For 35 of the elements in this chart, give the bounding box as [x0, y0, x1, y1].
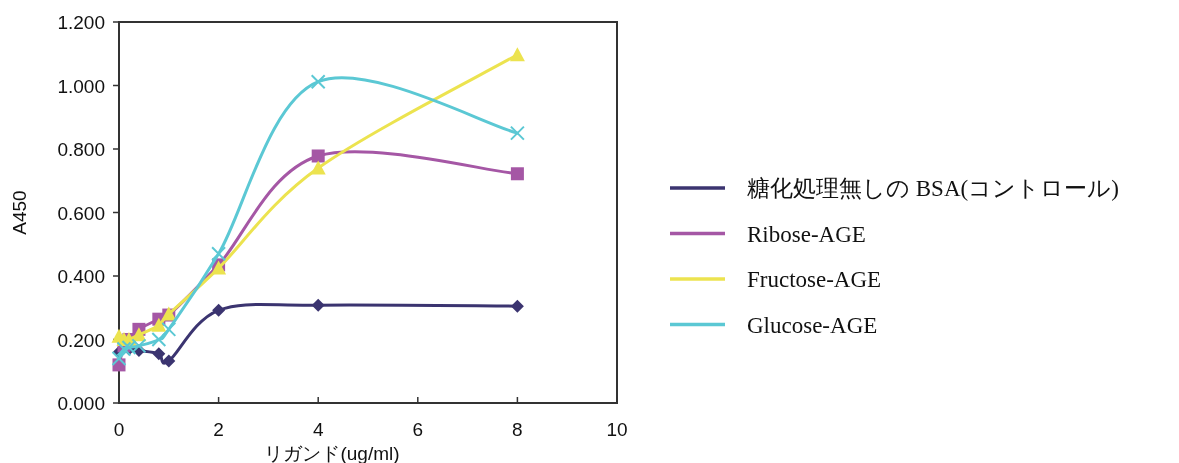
y-tick-label: 0.200: [57, 329, 105, 351]
point: [509, 47, 525, 62]
point: [310, 160, 326, 175]
point: [161, 321, 177, 337]
x-tick-label: 0: [113, 419, 125, 440]
x-tick-label: 4: [312, 419, 324, 440]
legend-label: Ribose-AGE: [747, 221, 866, 247]
y-tick-label: 0.400: [57, 266, 105, 287]
y-tick-label: 0.000: [57, 393, 105, 414]
y-tick-label: 0.600: [57, 202, 105, 224]
point: [211, 246, 227, 262]
point: [310, 74, 326, 90]
legend-label: 糖化処理無しの BSA(コントロール): [747, 176, 1119, 201]
x-tick-label: 10: [606, 419, 628, 440]
x-tick-label: 8: [512, 419, 523, 440]
y-tick-label: 0.800: [57, 139, 105, 160]
point: [311, 149, 325, 163]
legend-label: Glucose-AGE: [747, 312, 878, 338]
y-tick-label: 1.200: [57, 12, 105, 33]
point: [311, 298, 325, 312]
legend-label: Fructose-AGE: [747, 267, 882, 292]
point: [151, 332, 167, 347]
point: [510, 299, 524, 313]
point: [151, 317, 167, 332]
point: [509, 125, 525, 141]
y-tick-label: 1.000: [57, 75, 105, 97]
x-tick-label: 2: [213, 419, 224, 440]
point: [510, 167, 524, 181]
x-tick-label: 6: [412, 419, 424, 440]
point: [131, 338, 147, 354]
point: [162, 354, 176, 368]
y-axis-title: A450: [9, 190, 30, 235]
point: [111, 351, 127, 367]
point: [212, 303, 226, 317]
point: [152, 347, 166, 361]
